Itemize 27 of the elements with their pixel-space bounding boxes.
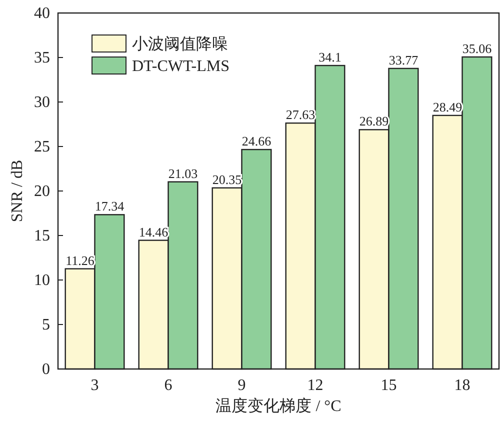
data-label: 11.26 [66, 252, 95, 268]
y-tick-label: 20 [34, 183, 50, 200]
legend-label: DT-CWT-LMS [132, 58, 230, 75]
y-tick-label: 0 [42, 361, 50, 378]
y-tick-label: 10 [34, 272, 50, 289]
data-label: 35.06 [462, 40, 492, 56]
x-tick-label: 9 [238, 377, 246, 394]
data-label: 17.34 [94, 198, 125, 214]
data-label: 24.66 [242, 134, 272, 149]
data-label: 20.35 [212, 172, 242, 187]
y-tick-label: 15 [34, 228, 50, 244]
y-axis-title: SNR / dB [9, 160, 26, 222]
x-axis-title: 温度变化梯度 / °C [216, 397, 342, 415]
x-tick-label: 15 [380, 377, 397, 394]
x-tick-label: 18 [454, 377, 470, 394]
y-tick-label: 30 [34, 94, 50, 111]
data-label: 21.03 [168, 166, 198, 181]
y-tick-label: 40 [34, 5, 50, 22]
y-tick-label: 25 [34, 138, 50, 156]
data-label: 33.77 [388, 52, 419, 68]
x-tick-label: 3 [90, 377, 99, 394]
y-tick-label: 5 [42, 316, 50, 334]
y-tick-label: 35 [34, 50, 50, 66]
x-tick-label: 6 [164, 377, 172, 394]
legend-label: 小波阈值降噪 [132, 35, 228, 53]
x-tick-label: 12 [307, 377, 324, 394]
data-label: 34.1 [318, 50, 342, 65]
